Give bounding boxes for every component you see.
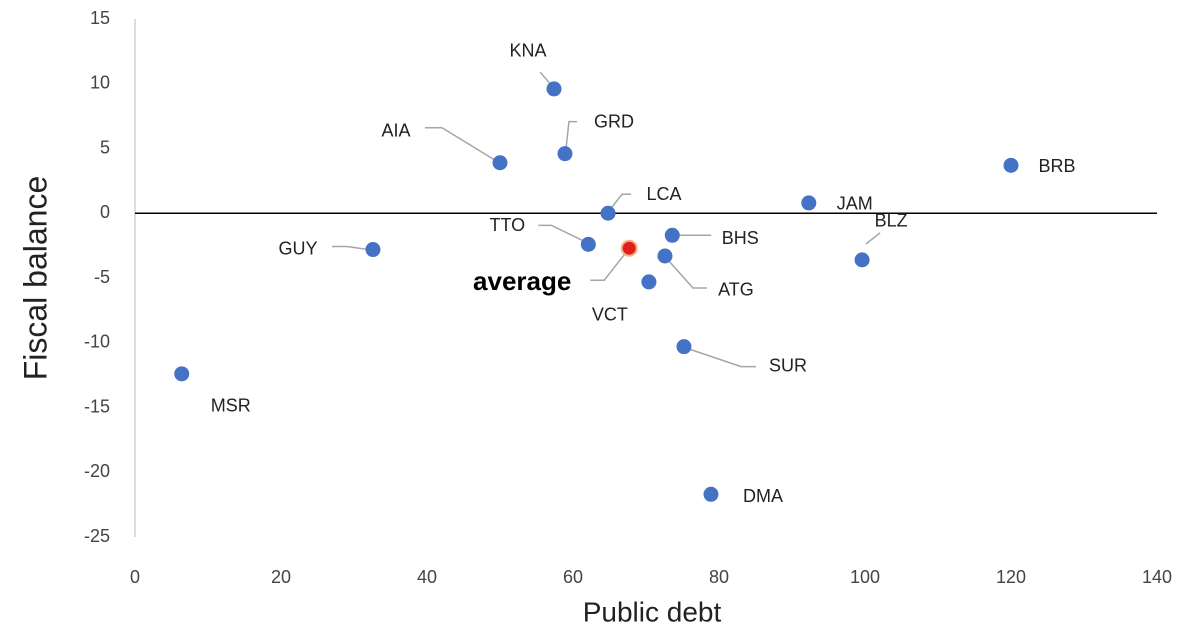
data-point — [664, 227, 680, 243]
data-point — [600, 205, 616, 221]
y-tick-label: 0 — [100, 202, 110, 222]
leader-line — [865, 232, 881, 245]
data-point — [580, 236, 596, 252]
leader-line — [425, 126, 497, 162]
data-point — [557, 146, 573, 162]
leader-line — [565, 120, 577, 149]
y-axis-title: Fiscal balance — [17, 176, 53, 381]
leader-line — [538, 224, 585, 243]
x-tick-label: 100 — [850, 567, 880, 587]
data-point — [546, 81, 562, 97]
data-point — [174, 366, 190, 382]
leader-line — [590, 251, 627, 281]
x-tick-label: 140 — [1142, 567, 1172, 587]
x-tick-label: 60 — [563, 567, 583, 587]
data-point — [801, 195, 817, 211]
point-label: BRB — [1038, 156, 1075, 176]
data-point — [854, 252, 870, 268]
data-point — [365, 242, 381, 258]
y-tick-label: -5 — [94, 267, 110, 287]
y-tick-label: 5 — [100, 137, 110, 157]
x-tick-label: 0 — [130, 567, 140, 587]
x-tick-label: 120 — [996, 567, 1026, 587]
point-label: SUR — [769, 355, 807, 375]
x-tick-label: 20 — [271, 567, 291, 587]
x-tick-label: 80 — [709, 567, 729, 587]
point-label: MSR — [211, 396, 251, 416]
point-label: TTO — [489, 215, 525, 235]
leader-line — [331, 245, 369, 251]
data-point — [657, 248, 673, 264]
leader-line — [610, 193, 632, 209]
point-label: KNA — [510, 41, 547, 61]
point-label: JAM — [837, 194, 873, 214]
point-label: VCT — [592, 305, 628, 325]
point-label: AIA — [381, 120, 410, 140]
leader-line — [687, 347, 756, 368]
point-label: BLZ — [875, 211, 908, 231]
data-point — [1003, 157, 1019, 173]
y-tick-label: -10 — [84, 332, 110, 352]
point-label: GUY — [278, 238, 317, 258]
data-point — [492, 155, 508, 171]
data-point — [641, 274, 657, 290]
average-label: average — [473, 266, 571, 296]
y-tick-label: 15 — [90, 8, 110, 28]
point-label: BHS — [722, 228, 759, 248]
point-label: LCA — [647, 184, 682, 204]
x-axis-title: Public debt — [583, 596, 722, 627]
data-point — [620, 239, 638, 257]
y-tick-label: 10 — [90, 73, 110, 93]
y-tick-label: -25 — [84, 526, 110, 546]
point-label: GRD — [594, 111, 634, 131]
point-label: ATG — [718, 280, 754, 300]
data-point — [676, 339, 692, 355]
y-tick-label: -15 — [84, 396, 110, 416]
data-point — [703, 486, 719, 502]
leader-line — [667, 259, 707, 289]
point-label: DMA — [743, 486, 783, 506]
x-tick-label: 40 — [417, 567, 437, 587]
y-tick-label: -20 — [84, 461, 110, 481]
